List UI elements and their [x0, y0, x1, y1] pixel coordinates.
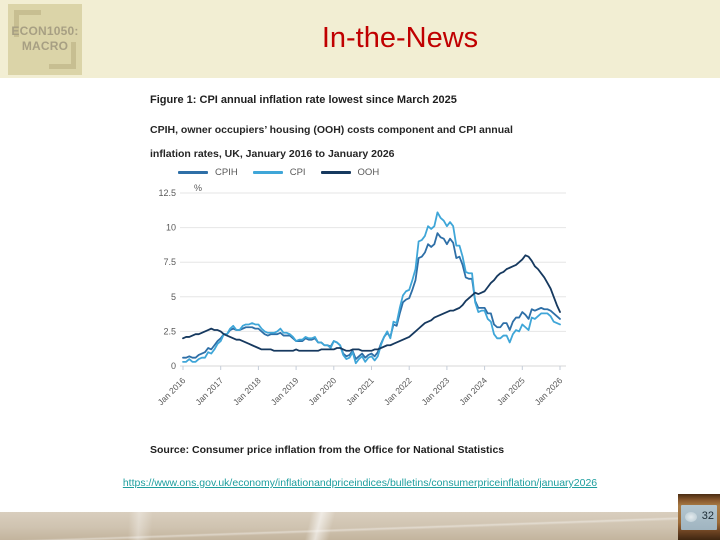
- ooh-line-swatch: [320, 171, 351, 174]
- course-name: MACRO: [21, 39, 69, 53]
- legend-item-cpi: CPI: [252, 167, 306, 178]
- svg-text:Jan 2020: Jan 2020: [306, 375, 338, 407]
- svg-text:7.5: 7.5: [163, 257, 176, 267]
- svg-text:10: 10: [166, 223, 176, 233]
- legend-label-cpih: CPIH: [215, 167, 238, 178]
- figure-subtitle-line1: CPIH, owner occupiers’ housing (OOH) cos…: [150, 124, 513, 136]
- legend-label-cpi: CPI: [289, 167, 306, 178]
- svg-text:Jan 2024: Jan 2024: [457, 375, 489, 407]
- photo-highlight-dot-icon: [685, 512, 697, 522]
- svg-text:Jan 2018: Jan 2018: [231, 375, 263, 407]
- logo-bracket-icon: [49, 42, 76, 69]
- figure-subtitle: CPIH, owner occupiers’ housing (OOH) cos…: [150, 118, 513, 166]
- slide-number-panel: 32: [681, 505, 717, 530]
- svg-text:Jan 2021: Jan 2021: [344, 375, 376, 407]
- course-code: ECON1050:: [11, 24, 79, 38]
- svg-text:12.5: 12.5: [158, 188, 176, 198]
- chart-legend: CPIH CPI OOH: [178, 167, 379, 178]
- course-logo: ECON1050: MACRO: [8, 4, 82, 75]
- svg-text:Jan 2016: Jan 2016: [156, 375, 188, 407]
- slide-number-photo: 32: [678, 494, 720, 540]
- svg-text:Jan 2017: Jan 2017: [193, 375, 225, 407]
- course-logo-text: ECON1050: MACRO: [8, 24, 82, 54]
- slide-header: ECON1050: MACRO In-the-News: [0, 0, 720, 78]
- legend-item-ooh: OOH: [320, 167, 380, 178]
- footer-photo-strip: [0, 512, 678, 540]
- cpi-line-swatch: [252, 171, 283, 174]
- cpih-line-swatch: [178, 171, 208, 174]
- svg-text:5: 5: [171, 292, 176, 302]
- figure-source: Source: Consumer price inflation from th…: [150, 444, 505, 456]
- figure-title: Figure 1: CPI annual inflation rate lowe…: [150, 94, 457, 106]
- source-link[interactable]: https://www.ons.gov.uk/economy/inflation…: [122, 477, 598, 489]
- svg-text:Jan 2019: Jan 2019: [269, 375, 301, 407]
- legend-label-ooh: OOH: [357, 167, 380, 178]
- svg-text:Jan 2025: Jan 2025: [495, 375, 527, 407]
- svg-text:%: %: [194, 183, 202, 193]
- slide-number: 32: [701, 510, 714, 522]
- svg-text:Jan 2026: Jan 2026: [533, 375, 565, 407]
- figure-subtitle-line2: inflation rates, UK, January 2016 to Jan…: [150, 148, 395, 160]
- slide-title: In-the-News: [321, 22, 479, 54]
- svg-text:Jan 2023: Jan 2023: [420, 375, 452, 407]
- svg-text:2.5: 2.5: [163, 326, 176, 336]
- legend-item-cpih: CPIH: [178, 167, 238, 178]
- svg-text:Jan 2022: Jan 2022: [382, 375, 414, 407]
- logo-bracket-icon: [14, 10, 41, 37]
- svg-text:0: 0: [171, 361, 176, 371]
